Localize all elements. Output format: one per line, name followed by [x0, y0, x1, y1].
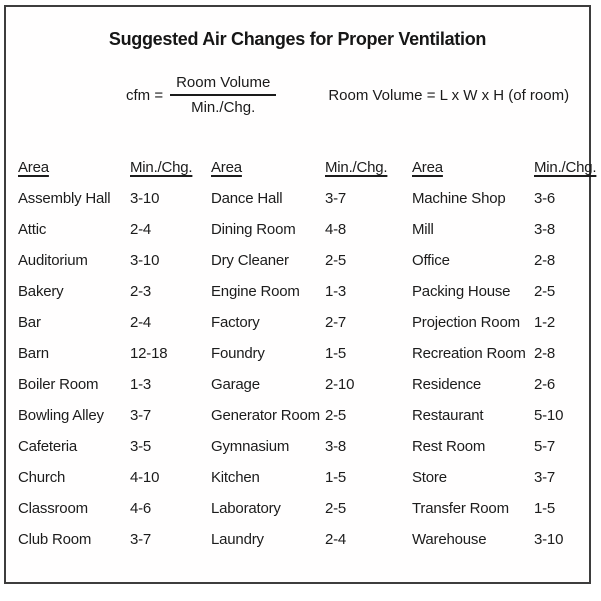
- area-cell: Residence: [412, 376, 482, 393]
- min-chg-cell: 5-7: [534, 438, 556, 455]
- min-chg-cell: 2-8: [534, 252, 556, 269]
- area-cell: Engine Room: [211, 283, 300, 300]
- min-chg-cell: 3-8: [534, 221, 556, 238]
- area-cell: Foundry: [211, 345, 265, 362]
- min-chg-cell: 3-7: [130, 407, 152, 424]
- min-chg-cell: 1-5: [325, 345, 347, 362]
- min-chg-cell: 2-10: [325, 376, 355, 393]
- area-cell: Bakery: [18, 283, 64, 300]
- min-chg-cell: 1-5: [325, 469, 347, 486]
- min-chg-cell: 3-7: [130, 531, 152, 548]
- area-cell: Laundry: [211, 531, 264, 548]
- min-chg-cell: 1-3: [325, 283, 347, 300]
- area-cell: Bowling Alley: [18, 407, 104, 424]
- area-cell: Barn: [18, 345, 49, 362]
- min-chg-cell: 4-6: [130, 500, 152, 517]
- min-chg-cell: 3-8: [325, 438, 347, 455]
- min-chg-cell: 2-5: [325, 252, 347, 269]
- min-chg-cell: 2-5: [325, 407, 347, 424]
- min-chg-cell: 2-4: [130, 221, 152, 238]
- min-chg-cell: 2-6: [534, 376, 556, 393]
- area-cell: Factory: [211, 314, 260, 331]
- min-chg-cell: 2-4: [325, 531, 347, 548]
- area-cell: Rest Room: [412, 438, 486, 455]
- min-chg-cell: 1-2: [534, 314, 556, 331]
- area-cell: Garage: [211, 376, 260, 393]
- page-title: Suggested Air Changes for Proper Ventila…: [108, 29, 487, 49]
- area-cell: Machine Shop: [412, 190, 506, 207]
- fraction-numerator: Room Volume: [170, 74, 277, 96]
- min-chg-cell: 3-10: [130, 190, 160, 207]
- min-chg-cell: 3-5: [130, 438, 152, 455]
- min-chg-header: Min./Chg.: [130, 159, 193, 176]
- min-chg-cell: 2-3: [130, 283, 152, 300]
- area-cell: Dance Hall: [211, 190, 283, 207]
- table-column-group: Area Min./Chg. Assembly Hall 3-10 Attic 2-4…: [18, 152, 211, 555]
- area-cell: Classroom: [18, 500, 88, 517]
- area-cell: Dining Room: [211, 221, 296, 238]
- area-cell: Transfer Room: [412, 500, 509, 517]
- area-cell: Assembly Hall: [18, 190, 111, 207]
- table-column-group: Area Min./Chg. Dance Hall 3-7 Dining Room 4…: [211, 152, 412, 555]
- area-header: Area: [211, 159, 242, 176]
- table-column-group: Area Min./Chg. Machine Shop 3-6 Mill 3-8 Off…: [412, 152, 597, 555]
- area-cell: Dry Cleaner: [211, 252, 289, 269]
- cfm-label: cfm =: [126, 86, 164, 104]
- ventilation-chart-frame: Suggested Air Changes for Proper Ventila…: [4, 5, 597, 584]
- area-cell: Bar: [18, 314, 41, 331]
- min-chg-cell: 3-7: [534, 469, 556, 486]
- min-chg-cell: 4-8: [325, 221, 347, 238]
- area-cell: Packing House: [412, 283, 511, 300]
- min-chg-cell: 3-10: [130, 252, 160, 269]
- area-cell: Laboratory: [211, 500, 281, 517]
- min-chg-cell: 2-5: [534, 283, 556, 300]
- min-chg-cell: 2-5: [325, 500, 347, 517]
- area-cell: Club Room: [18, 531, 92, 548]
- min-chg-header: Min./Chg.: [325, 159, 388, 176]
- area-cell: Generator Room: [211, 407, 320, 424]
- min-chg-cell: 3-7: [325, 190, 347, 207]
- room-volume-formula: Room Volume = L x W x H (of room): [328, 86, 570, 104]
- area-cell: Boiler Room: [18, 376, 99, 393]
- min-chg-cell: 1-3: [130, 376, 152, 393]
- area-cell: Restaurant: [412, 407, 484, 424]
- area-cell: Auditorium: [18, 252, 88, 269]
- area-cell: Mill: [412, 221, 434, 238]
- area-cell: Office: [412, 252, 450, 269]
- area-cell: Church: [18, 469, 66, 486]
- area-header: Area: [412, 159, 443, 176]
- min-chg-cell: 2-4: [130, 314, 152, 331]
- min-chg-cell: 1-5: [534, 500, 556, 517]
- cfm-formula: cfm = Room Volume Min./Chg.: [126, 74, 277, 116]
- min-chg-cell: 5-10: [534, 407, 564, 424]
- min-chg-cell: 2-7: [325, 314, 347, 331]
- cfm-fraction: Room Volume Min./Chg.: [170, 74, 277, 116]
- min-chg-cell: 3-10: [534, 531, 564, 548]
- formula-row: cfm = Room Volume Min./Chg. Room Volume …: [126, 74, 589, 116]
- area-cell: Cafeteria: [18, 438, 78, 455]
- min-chg-cell: 3-6: [534, 190, 556, 207]
- fraction-denominator: Min./Chg.: [191, 99, 256, 116]
- area-cell: Attic: [18, 221, 47, 238]
- area-header: Area: [18, 159, 49, 176]
- area-cell: Kitchen: [211, 469, 260, 486]
- min-chg-header: Min./Chg.: [534, 159, 597, 176]
- area-cell: Projection Room: [412, 314, 520, 331]
- min-chg-cell: 4-10: [130, 469, 160, 486]
- min-chg-cell: 12-18: [130, 345, 168, 362]
- min-chg-cell: 2-8: [534, 345, 556, 362]
- area-cell: Recreation Room: [412, 345, 526, 362]
- area-cell: Warehouse: [412, 531, 487, 548]
- area-cell: Gymnasium: [211, 438, 290, 455]
- air-changes-table: Area Min./Chg. Assembly Hall 3-10 Attic 2-4…: [6, 152, 597, 555]
- area-cell: Store: [412, 469, 447, 486]
